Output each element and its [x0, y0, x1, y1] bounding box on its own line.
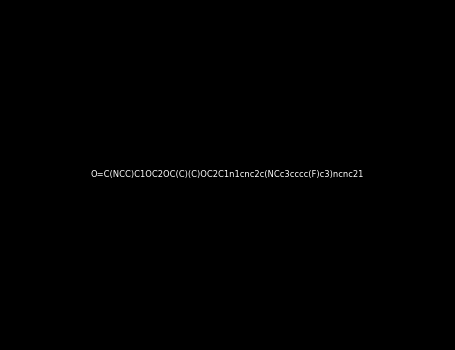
Text: O=C(NCC)C1OC2OC(C)(C)OC2C1n1cnc2c(NCc3cccc(F)c3)ncnc21: O=C(NCC)C1OC2OC(C)(C)OC2C1n1cnc2c(NCc3cc…	[91, 170, 364, 180]
